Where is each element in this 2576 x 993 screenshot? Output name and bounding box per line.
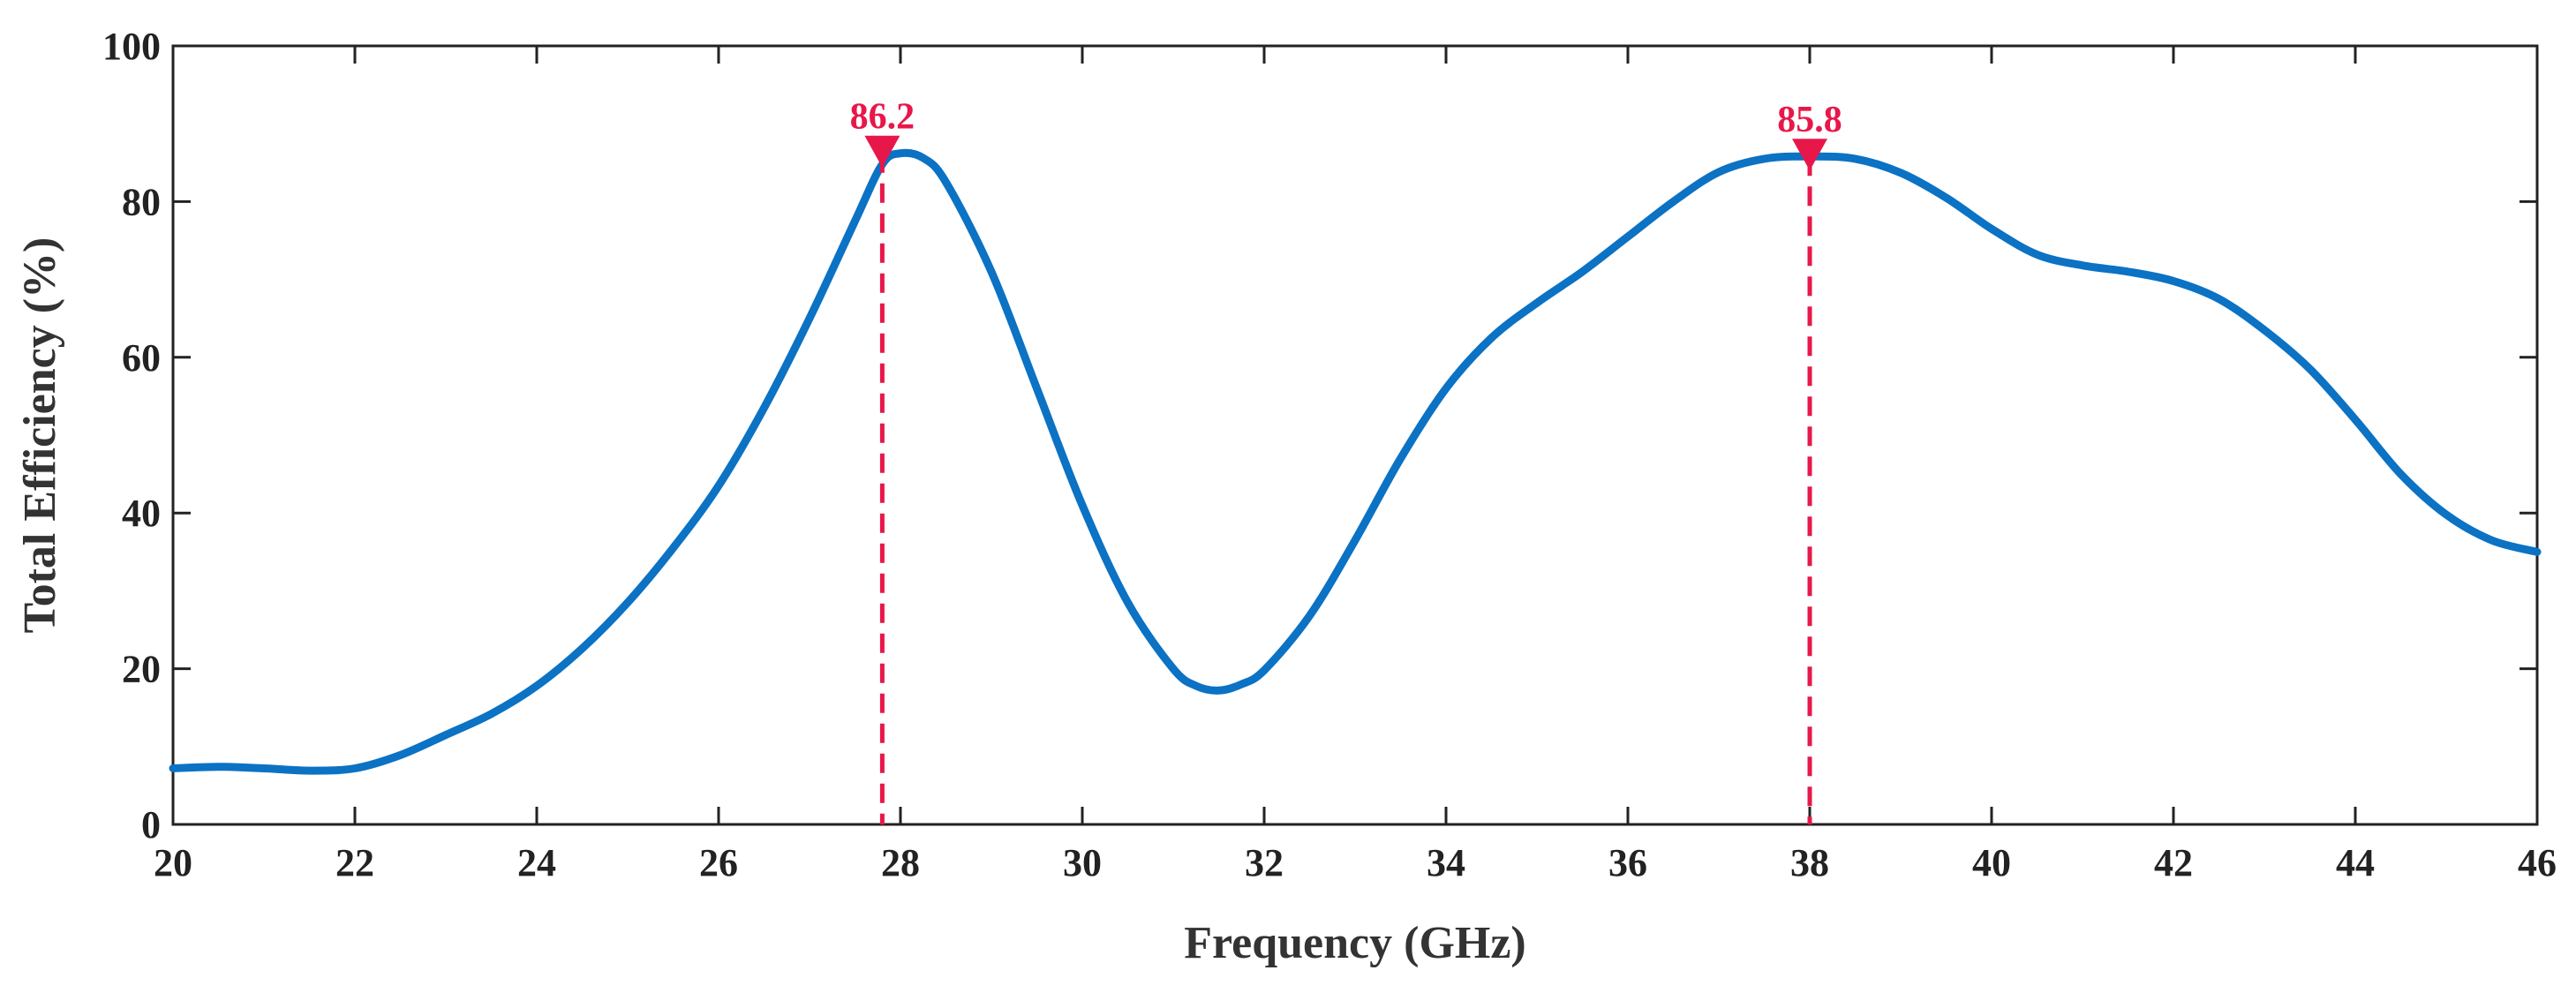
- x-tick-label: 40: [1972, 841, 2011, 884]
- plot-area-frame: [171, 44, 2539, 826]
- x-axis-ticks: 20 22 24 26 28 30 32 34 36 38 40 42 44 46: [154, 46, 2557, 884]
- x-tick-label: 28: [881, 841, 920, 884]
- x-tick-label: 22: [335, 841, 374, 884]
- x-tick-label: 44: [2336, 841, 2375, 884]
- y-tick-label: 40: [122, 492, 161, 535]
- y-axis-title: Total Efficiency (%): [15, 237, 65, 634]
- peak-marker-triangle: [864, 135, 900, 168]
- peak-marker-label: 85.8: [1777, 100, 1842, 140]
- x-tick-label: 30: [1063, 841, 1102, 884]
- peak-marker-triangle: [1792, 139, 1827, 171]
- y-tick-label: 80: [122, 180, 161, 223]
- x-tick-label: 26: [699, 841, 738, 884]
- x-axis-title: Frequency (GHz): [1184, 918, 1526, 968]
- x-tick-label: 24: [517, 841, 556, 884]
- x-tick-label: 46: [2518, 841, 2557, 884]
- y-tick-label: 60: [122, 336, 161, 380]
- x-tick-label: 36: [1608, 841, 1647, 884]
- peak-marker-label: 86.2: [850, 97, 915, 138]
- x-tick-label: 20: [154, 841, 192, 884]
- x-tick-label: 42: [2154, 841, 2193, 884]
- annotation-layer: 86.2 85.8: [850, 97, 1842, 824]
- y-tick-label: 0: [141, 803, 161, 846]
- series-layer: [169, 148, 2542, 775]
- y-tick-label: 20: [122, 648, 161, 691]
- x-tick-label: 34: [1427, 841, 1465, 884]
- efficiency-series-line: [169, 148, 2542, 775]
- x-tick-label: 38: [1790, 841, 1829, 884]
- y-tick-label: 100: [102, 25, 161, 68]
- y-axis-ticks: 0 20 40 60 80 100: [102, 25, 2537, 846]
- x-tick-label: 32: [1245, 841, 1284, 884]
